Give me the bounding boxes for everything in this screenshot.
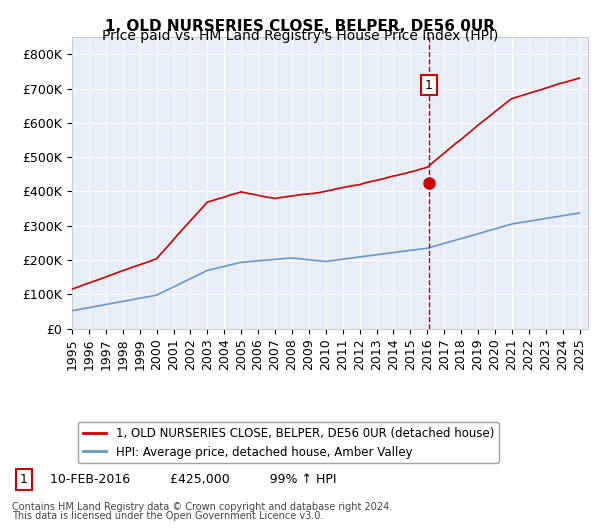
Text: Price paid vs. HM Land Registry's House Price Index (HPI): Price paid vs. HM Land Registry's House … — [102, 29, 498, 43]
Text: Contains HM Land Registry data © Crown copyright and database right 2024.: Contains HM Land Registry data © Crown c… — [12, 502, 392, 512]
Legend: 1, OLD NURSERIES CLOSE, BELPER, DE56 0UR (detached house), HPI: Average price, d: 1, OLD NURSERIES CLOSE, BELPER, DE56 0UR… — [78, 422, 499, 463]
Text: 10-FEB-2016          £425,000          99% ↑ HPI: 10-FEB-2016 £425,000 99% ↑ HPI — [42, 473, 337, 486]
Text: This data is licensed under the Open Government Licence v3.0.: This data is licensed under the Open Gov… — [12, 511, 323, 522]
Text: 1: 1 — [20, 473, 28, 486]
Text: 1, OLD NURSERIES CLOSE, BELPER, DE56 0UR: 1, OLD NURSERIES CLOSE, BELPER, DE56 0UR — [105, 19, 495, 33]
Text: 1: 1 — [425, 78, 433, 92]
